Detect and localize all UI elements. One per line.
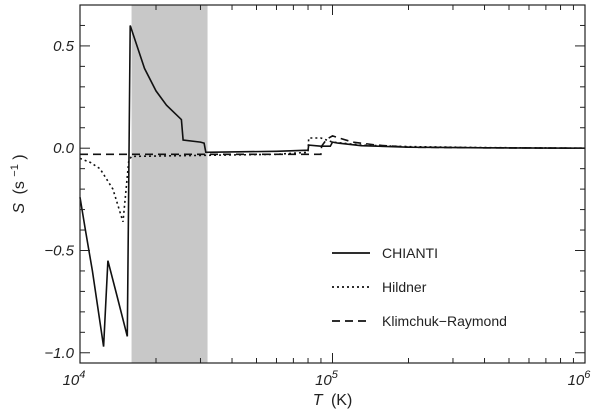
x-tick-label-base: 10 <box>315 372 332 389</box>
x-tick-label: 104 <box>63 369 86 389</box>
x-tick-label-base: 10 <box>568 372 585 389</box>
x-tick-label-exp: 4 <box>79 369 85 381</box>
x-tick-label-exp: 6 <box>584 369 591 381</box>
y-axis-label: S (s −1 ) <box>5 154 28 213</box>
legend-label: Hildner <box>382 279 427 295</box>
x-tick-label-base: 10 <box>63 372 80 389</box>
y-axis-label-close: ) <box>11 154 28 159</box>
y-tick-label: −0.5 <box>44 242 74 259</box>
x-tick-label: 106 <box>568 369 592 389</box>
x-axis-label-var: T <box>313 392 324 409</box>
x-tick-label: 105 <box>315 369 339 389</box>
series-line-dashed <box>80 135 586 156</box>
shaded-band-layer <box>131 5 208 363</box>
legend: CHIANTI Hildner Klimchuk−Raymond <box>332 245 507 329</box>
y-axis-label-var: S <box>11 203 28 214</box>
legend-label: Klimchuk−Raymond <box>382 313 507 329</box>
series-layer <box>79 25 586 347</box>
x-axis-label-unit: (K) <box>331 392 352 409</box>
y-axis-label-unit: (s <box>11 181 28 194</box>
shaded-band <box>131 5 208 363</box>
x-axis-label: T (K) <box>313 392 353 409</box>
y-axis-label-exp: −1 <box>9 164 21 177</box>
ticks-layer <box>79 4 586 363</box>
y-tick-label: −1.0 <box>44 345 74 362</box>
y-tick-label: 0.5 <box>53 38 75 55</box>
y-tick-label: 0.0 <box>53 140 75 157</box>
x-tick-label-exp: 5 <box>332 369 339 381</box>
legend-label: CHIANTI <box>382 245 438 261</box>
